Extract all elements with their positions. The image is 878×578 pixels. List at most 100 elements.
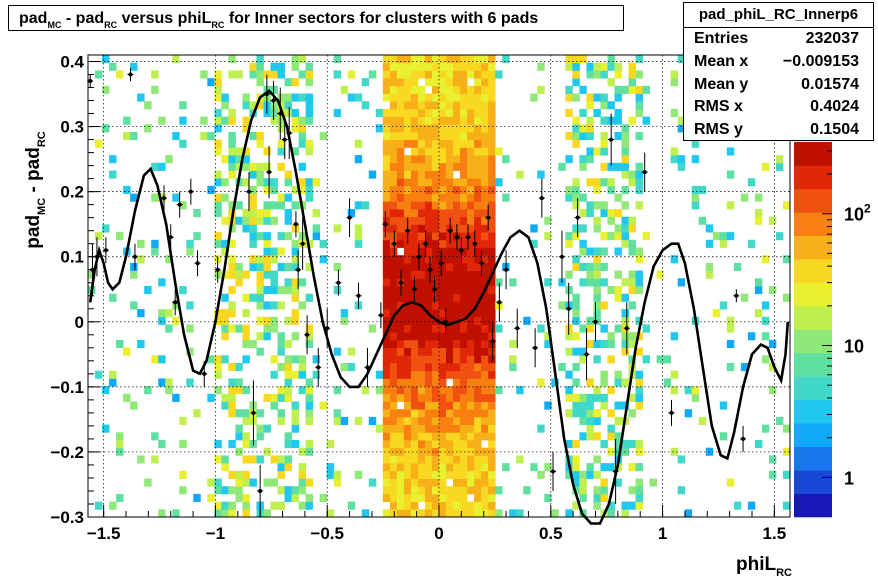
heatmap-cell: [242, 309, 250, 318]
heatmap-cell: [481, 209, 489, 218]
heatmap-cell: [572, 139, 580, 148]
heatmap-cell: [424, 347, 433, 356]
point-marker: [246, 189, 251, 194]
heatmap-cell: [565, 85, 573, 94]
heatmap-cell: [481, 355, 489, 364]
heatmap-cell: [284, 78, 292, 87]
heatmap-cell: [396, 185, 405, 194]
heatmap-cell: [628, 239, 636, 248]
heatmap-cell: [439, 162, 447, 171]
heatmap-cell: [481, 185, 489, 194]
heatmap-cell: [474, 147, 482, 156]
heatmap-cell: [382, 309, 391, 318]
heatmap-cell: [228, 440, 236, 449]
heatmap-cell: [151, 239, 159, 248]
heatmap-cell: [460, 162, 468, 171]
heatmap-cell: [453, 470, 461, 479]
heatmap-cell: [228, 170, 236, 179]
heatmap-cell: [389, 478, 398, 487]
palette-tick-label: 1: [844, 468, 854, 488]
heatmap-cell: [298, 363, 307, 372]
profile-point: [250, 380, 257, 446]
heatmap-cell: [109, 501, 117, 510]
heatmap-cell: [382, 378, 391, 387]
heatmap-cell: [761, 355, 770, 364]
heatmap-cell: [488, 493, 496, 502]
heatmap-cell: [439, 401, 447, 410]
heatmap-cell: [277, 339, 285, 348]
heatmap-cell: [403, 178, 412, 187]
heatmap-cell: [621, 378, 629, 387]
heatmap-cell: [565, 347, 573, 356]
heatmap-cell: [705, 270, 714, 279]
heatmap-cell: [439, 301, 447, 310]
heatmap-cell: [621, 162, 629, 171]
heatmap-cell: [460, 324, 468, 333]
heatmap-cell: [263, 147, 271, 156]
heatmap-cell: [502, 55, 510, 64]
heatmap-cell: [586, 209, 594, 218]
heatmap-cell: [642, 116, 650, 125]
heatmap-cell: [607, 447, 615, 456]
heatmap-cell: [221, 393, 229, 402]
heatmap-cell: [775, 416, 784, 425]
heatmap-cell: [417, 332, 426, 341]
heatmap-cell: [509, 278, 517, 287]
heatmap-cell: [249, 262, 257, 271]
heatmap-cell: [431, 478, 440, 487]
heatmap-cell: [495, 486, 503, 495]
heatmap-cell: [488, 409, 496, 418]
heatmap-cell: [333, 70, 342, 79]
heatmap-cell: [270, 85, 278, 94]
heatmap-cell: [396, 355, 405, 364]
heatmap-cell: [403, 193, 412, 202]
heatmap-cell: [263, 201, 271, 210]
heatmap-cell: [460, 316, 468, 325]
heatmap-cell: [431, 193, 440, 202]
heatmap-cell: [488, 62, 496, 71]
heatmap-cell: [179, 416, 187, 425]
heatmap-cell: [481, 486, 489, 495]
heatmap-cell: [481, 170, 489, 179]
heatmap-cell: [291, 486, 299, 495]
stats-row-rms-x: RMS x 0.4024: [684, 96, 873, 119]
profile-point: [641, 152, 648, 192]
heatmap-cell: [312, 232, 321, 241]
heatmap-cell: [488, 147, 496, 156]
heatmap-cell: [431, 378, 440, 387]
heatmap-cell: [439, 386, 447, 395]
heatmap-cell: [291, 224, 299, 233]
heatmap-cell: [614, 116, 622, 125]
heatmap-cell: [389, 440, 398, 449]
heatmap-cell: [488, 185, 496, 194]
heatmap-cell: [446, 347, 454, 356]
heatmap-cell: [382, 162, 391, 171]
heatmap-cell: [165, 155, 173, 164]
heatmap-cell: [698, 185, 707, 194]
heatmap-cell: [488, 293, 496, 302]
heatmap-cell: [431, 101, 440, 110]
heatmap-cell: [572, 316, 580, 325]
heatmap-cell: [782, 201, 791, 210]
stats-row-mean-x: Mean x −0.009153: [684, 51, 873, 74]
heatmap-cell: [424, 193, 433, 202]
heatmap-cell: [396, 78, 405, 87]
heatmap-cell: [460, 501, 468, 510]
heatmap-cell: [481, 247, 489, 256]
heatmap-cell: [453, 455, 461, 464]
heatmap-cell: [446, 416, 454, 425]
heatmap-cell: [453, 463, 461, 472]
heatmap-cell: [579, 85, 587, 94]
heatmap-cell: [305, 193, 314, 202]
heatmap-cell: [431, 116, 440, 125]
heatmap-cell: [768, 386, 777, 395]
heatmap-cell: [768, 363, 777, 372]
point-marker: [490, 339, 495, 344]
heatmap-cell: [347, 347, 356, 356]
heatmap-cell: [424, 101, 433, 110]
heatmap-cell: [263, 509, 271, 518]
heatmap-cell: [389, 262, 398, 271]
heatmap-cell: [382, 224, 391, 233]
heatmap-cell: [446, 440, 454, 449]
heatmap-cell: [228, 201, 236, 210]
